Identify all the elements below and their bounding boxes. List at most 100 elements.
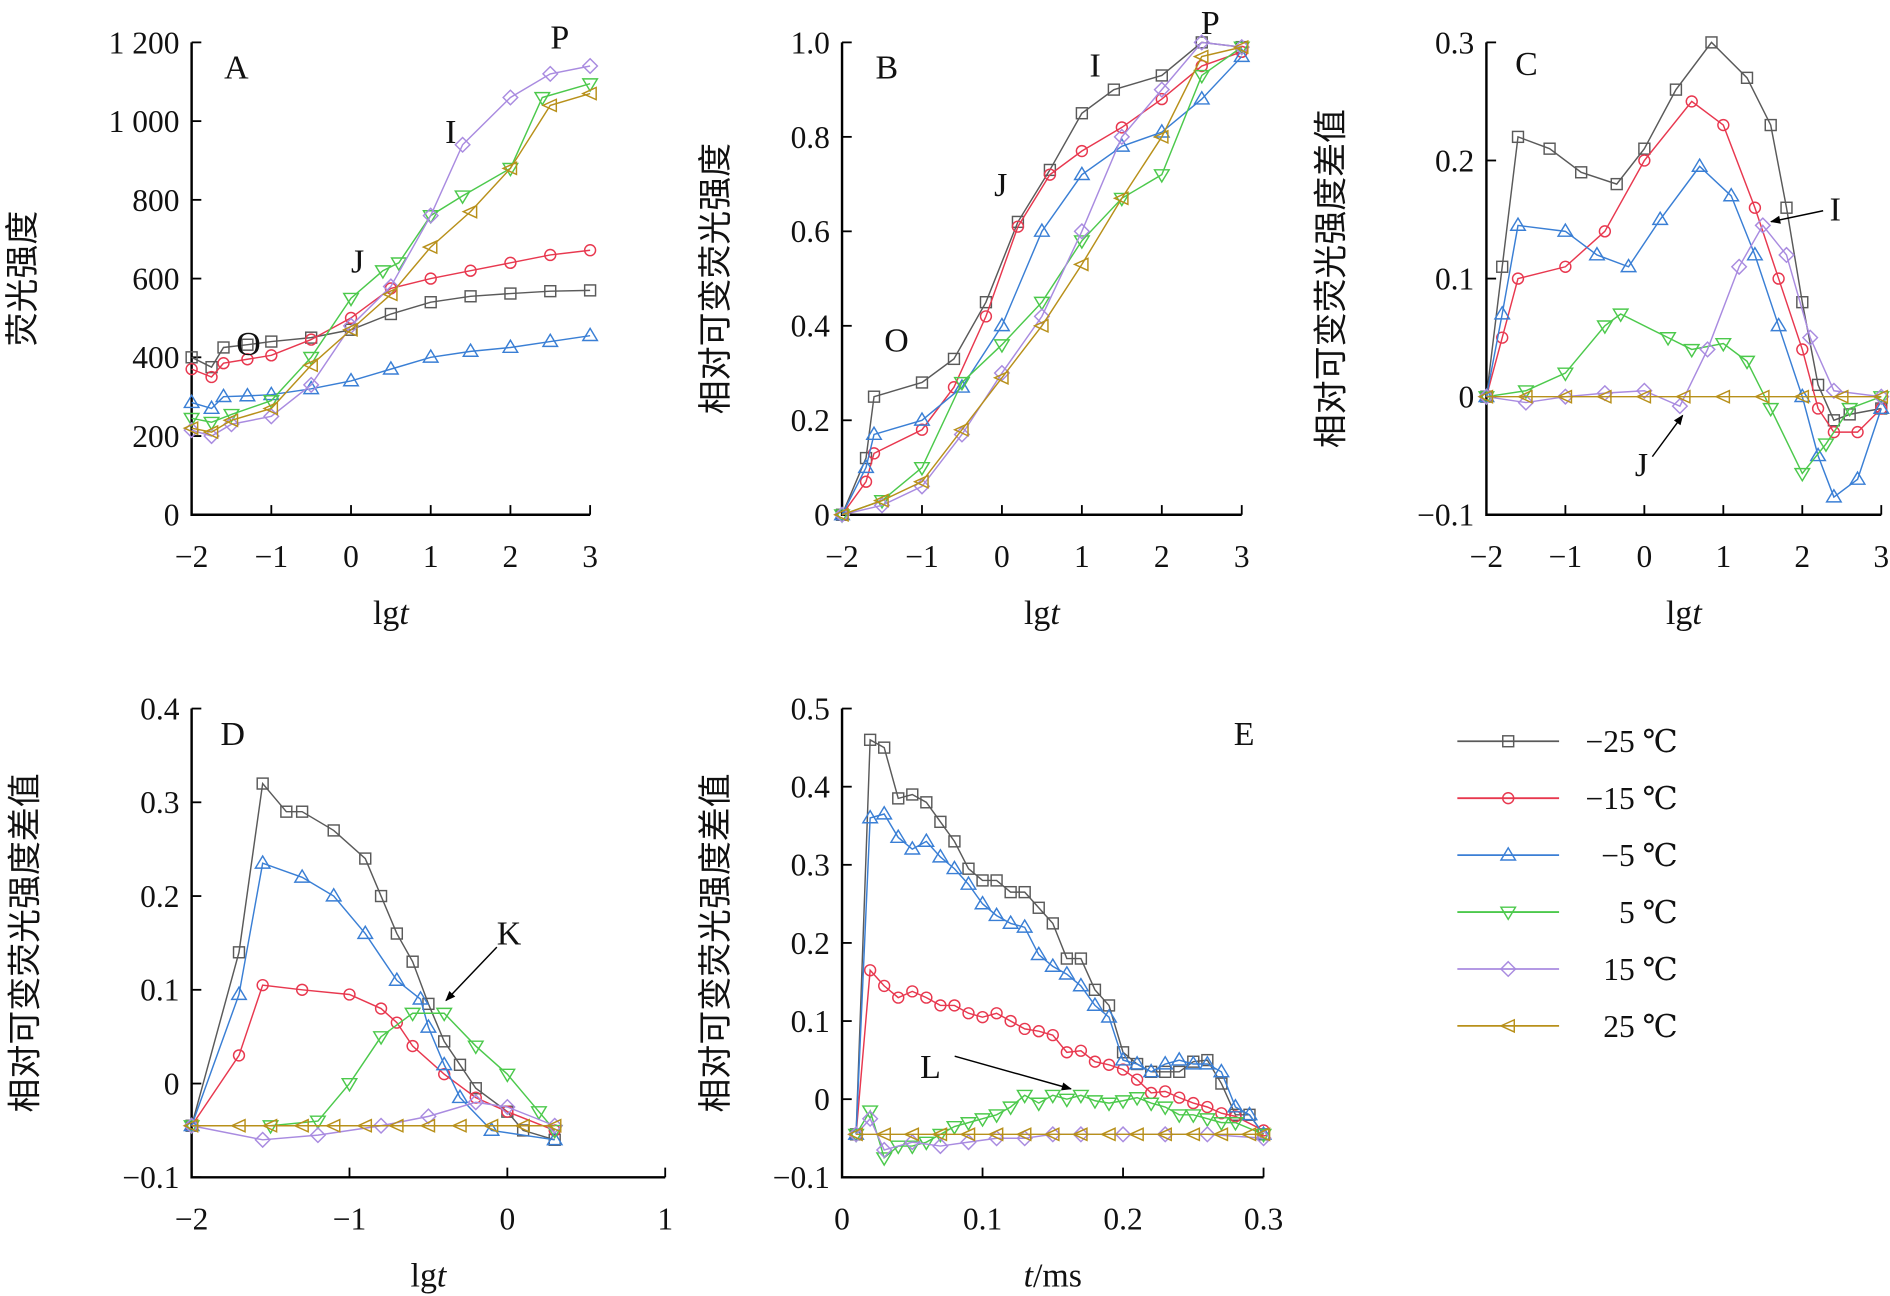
data-point: [1575, 166, 1588, 179]
data-point: [1827, 414, 1841, 427]
x-tick-label: 0: [834, 1201, 850, 1236]
data-point: [990, 1007, 1003, 1020]
data-point: [878, 741, 891, 754]
data-point: [1556, 222, 1574, 237]
data-point: [1254, 1127, 1271, 1142]
y-tick-label: 0: [164, 498, 180, 533]
x-tick-label: 1: [1074, 539, 1090, 574]
data-point: [1872, 388, 1890, 405]
data-point: [987, 1127, 1004, 1142]
data-point: [912, 474, 929, 489]
data-point: [913, 461, 931, 477]
data-point: [1764, 118, 1777, 132]
data-point: [962, 862, 975, 875]
data-point: [422, 348, 440, 363]
data-point: [1156, 1101, 1174, 1116]
data-point: [1793, 389, 1810, 404]
data-point: [1849, 470, 1867, 485]
annotation-arrow: [445, 946, 498, 1002]
data-point: [422, 207, 440, 224]
data-point: [1841, 402, 1859, 418]
data-point: [372, 1117, 390, 1135]
data-point: [1772, 272, 1785, 285]
data-point: [1811, 402, 1825, 415]
data-point: [202, 416, 221, 431]
data-point: [948, 999, 961, 1012]
data-point: [1173, 1065, 1186, 1079]
legend-entry: 15 ℃: [1457, 952, 1678, 987]
data-point: [1033, 308, 1051, 325]
data-point: [1722, 187, 1740, 202]
series-line: [191, 984, 555, 1132]
data-point: [1075, 107, 1089, 120]
data-point: [959, 1127, 976, 1142]
y-axis-label: 相对可变荧光强度差值: [7, 773, 45, 1112]
data-point: [185, 362, 198, 376]
data-point: [1073, 235, 1091, 250]
data-point: [1543, 142, 1556, 155]
data-point: [1072, 1126, 1090, 1143]
data-point: [1033, 222, 1051, 237]
y-tick-label: 0.3: [791, 848, 830, 883]
data-point: [581, 78, 599, 93]
data-point: [1226, 1098, 1245, 1113]
data-point: [1793, 467, 1811, 483]
data-point: [1517, 394, 1535, 411]
data-point: [1128, 1092, 1146, 1107]
data-point: [583, 284, 597, 297]
series-6: [833, 39, 1249, 522]
data-point: [1516, 389, 1533, 404]
data-point: [1669, 83, 1683, 96]
data-point: [217, 341, 230, 354]
data-point: [1620, 258, 1638, 273]
data-point: [1043, 168, 1057, 181]
x-axis-label: t/ms: [1024, 1257, 1082, 1294]
data-point: [501, 161, 518, 176]
series-6: [1477, 389, 1889, 404]
data-point: [302, 351, 320, 366]
data-point: [976, 874, 989, 887]
data-point: [1044, 1089, 1062, 1104]
data-point: [1156, 1127, 1172, 1142]
data-point: [229, 1118, 246, 1133]
data-point: [1072, 1089, 1090, 1104]
series-line: [191, 83, 591, 424]
series-2: [1480, 95, 1888, 439]
data-point: [889, 828, 907, 844]
data-point: [581, 86, 597, 101]
y-tick-label: 0.2: [791, 926, 830, 961]
data-point: [583, 244, 597, 257]
y-axis-label: 相对可变荧光强度差值: [1312, 109, 1350, 448]
y-tick-label: 0.1: [1435, 261, 1474, 296]
x-tick-label: 0: [499, 1201, 515, 1236]
data-point: [1226, 1117, 1245, 1132]
series-5: [1478, 217, 1890, 415]
data-point: [1511, 130, 1525, 144]
data-point: [1801, 329, 1819, 346]
panel-label: C: [1515, 46, 1538, 83]
data-point: [861, 1105, 879, 1120]
x-tick-label: 1: [657, 1201, 673, 1236]
data-point: [1509, 216, 1527, 232]
series-3: [183, 854, 564, 1146]
y-tick-label: 0.8: [791, 120, 830, 155]
x-tick-label: 2: [1794, 539, 1810, 574]
legend-label: −5 ℃: [1601, 838, 1678, 873]
data-point: [1674, 389, 1691, 404]
data-point: [581, 326, 599, 342]
y-tick-label: 1 000: [109, 104, 180, 139]
y-tick-label: −0.1: [773, 1160, 830, 1195]
series-line: [1486, 313, 1882, 475]
data-point: [875, 1141, 893, 1159]
data-point: [1058, 1093, 1076, 1108]
legend-marker-icon: [1499, 906, 1517, 921]
data-point: [501, 338, 519, 354]
data-point: [406, 1039, 419, 1053]
x-tick-label: 3: [582, 539, 598, 574]
y-tick-label: 0: [814, 498, 830, 533]
legend-entry: −15 ℃: [1457, 781, 1678, 816]
data-point: [390, 927, 404, 940]
x-tick-label: −2: [825, 539, 859, 574]
data-point: [1107, 83, 1121, 96]
y-tick-label: −0.1: [122, 1160, 179, 1195]
